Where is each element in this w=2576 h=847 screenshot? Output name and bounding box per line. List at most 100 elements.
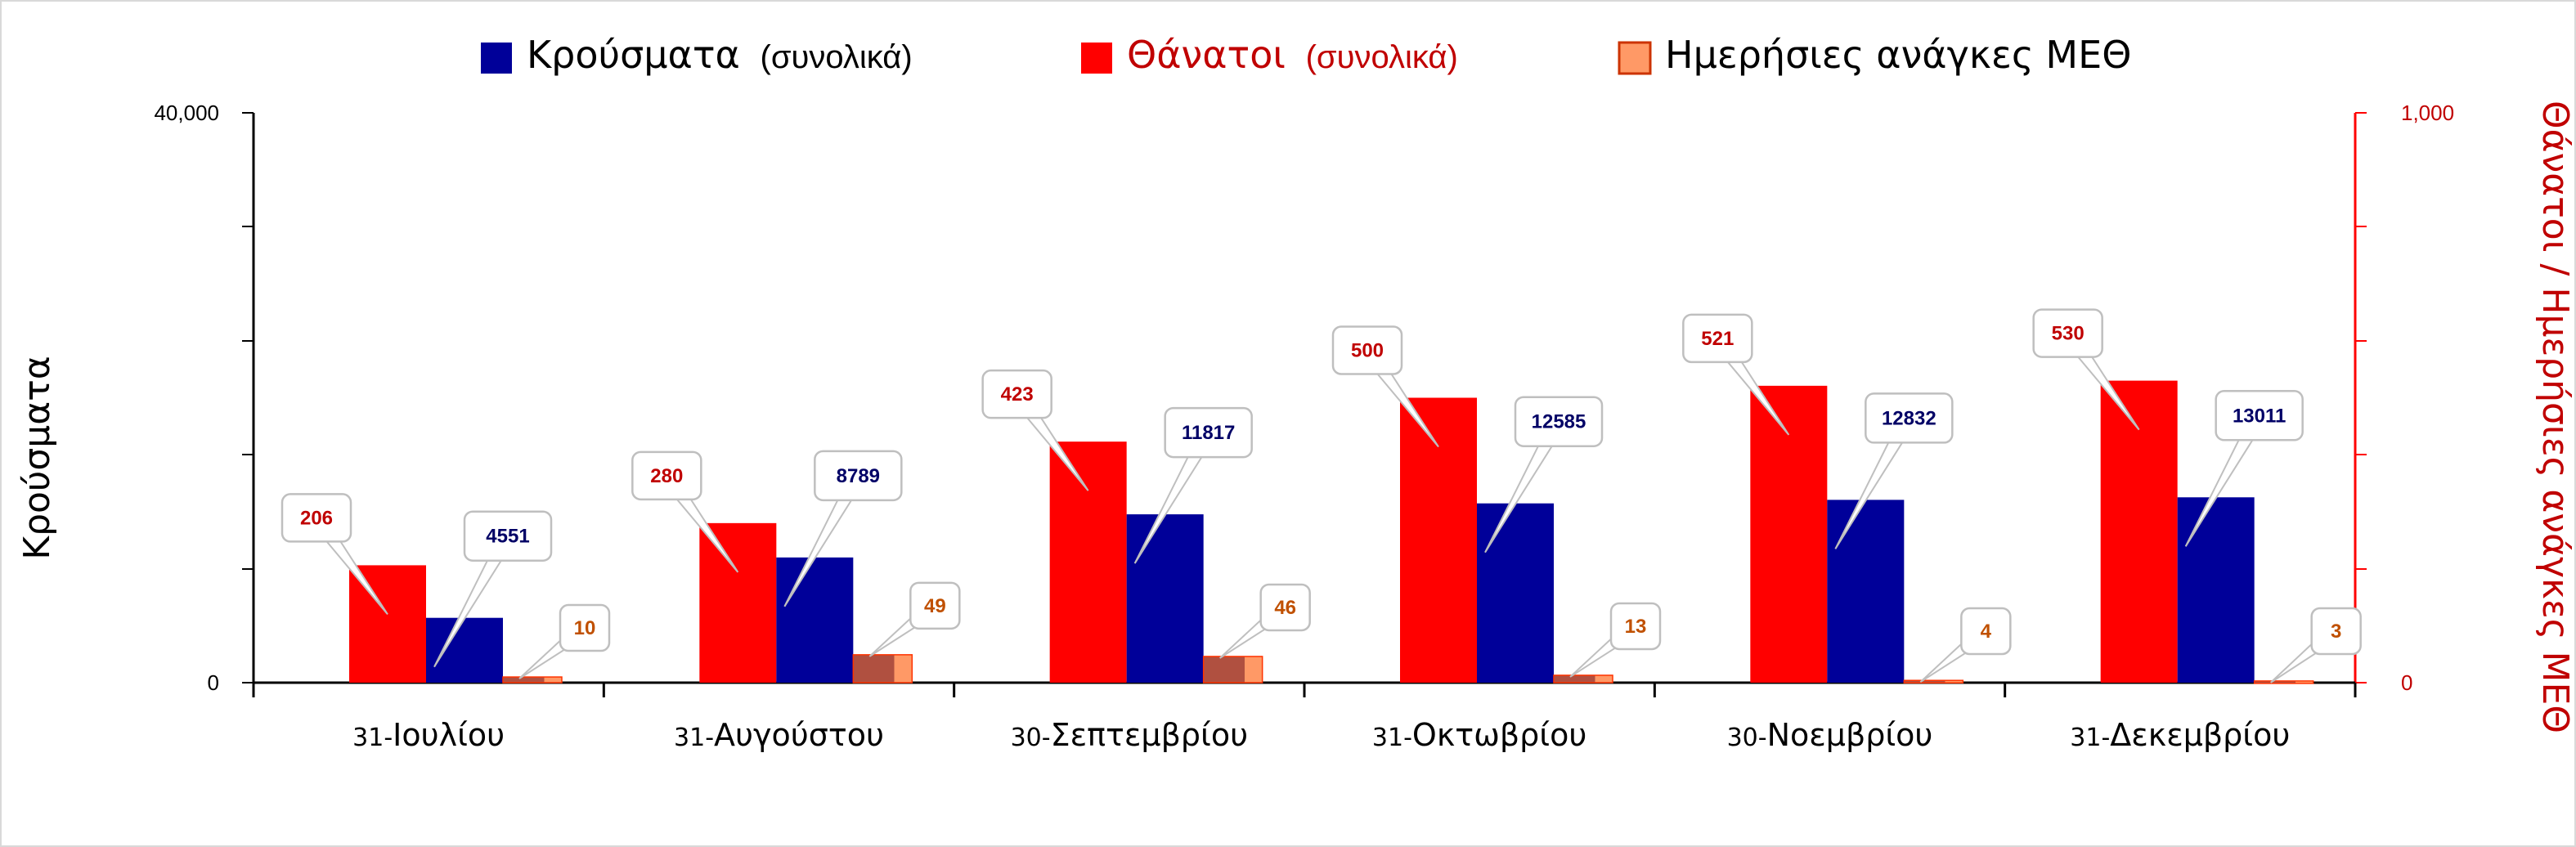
data-label-cases: 12585 bbox=[1484, 396, 1604, 553]
category-ticks bbox=[252, 683, 2357, 697]
data-label-cases-box-inner bbox=[466, 513, 550, 559]
data-label-deaths-text: 521 bbox=[1701, 328, 1734, 350]
legend-swatch-deaths bbox=[1081, 43, 1112, 74]
bar-deaths bbox=[699, 522, 777, 683]
data-label-cases: 12832 bbox=[1834, 392, 1954, 549]
data-label-icu: 49 bbox=[868, 581, 961, 657]
y-tick-label-right-max: 1,000 bbox=[2401, 101, 2454, 125]
y-tick-label-right-zero: 0 bbox=[2401, 670, 2412, 695]
legend-label-cases-name: Κρούσματα bbox=[527, 33, 740, 77]
data-label-icu-text: 4 bbox=[1981, 621, 1992, 643]
bar-cases bbox=[2177, 497, 2255, 683]
bar-deaths bbox=[2100, 380, 2178, 683]
data-label-deaths-text: 423 bbox=[1001, 383, 1034, 406]
category-label-day: 31- bbox=[674, 724, 714, 752]
bar-icu bbox=[852, 654, 913, 683]
data-label-deaths: 530 bbox=[2032, 308, 2140, 431]
category-label-month: Αυγούστου bbox=[714, 717, 884, 753]
data-label-cases: 13011 bbox=[2184, 390, 2304, 547]
data-label-icu-box-inner bbox=[562, 607, 608, 650]
legend-label-deaths-name: Θάνατοι bbox=[1127, 33, 1286, 77]
data-label-deaths-text: 280 bbox=[650, 465, 683, 487]
data-label-cases: 11817 bbox=[1133, 406, 1253, 564]
data-label-cases-text: 12832 bbox=[1882, 407, 1936, 429]
data-label-deaths-box-inner bbox=[1335, 328, 1400, 373]
legend: Κρούσματα (συνολικά) Θάνατοι (συνολικά) … bbox=[481, 33, 2131, 77]
bar-cases bbox=[1126, 514, 1204, 683]
bar-deaths bbox=[1400, 397, 1477, 683]
bar-cases bbox=[1827, 500, 1905, 683]
data-label-icu-text: 10 bbox=[574, 617, 596, 639]
data-label-deaths: 423 bbox=[981, 369, 1089, 491]
category-label-month: Ιουλίου bbox=[393, 717, 505, 753]
data-label-deaths-text: 500 bbox=[1351, 340, 1384, 362]
data-label-deaths: 206 bbox=[280, 493, 388, 616]
data-label-cases-text: 8789 bbox=[837, 465, 880, 487]
category-label-day: 30- bbox=[1727, 724, 1767, 752]
bar-cases bbox=[1477, 503, 1554, 683]
category-label-day: 31- bbox=[352, 724, 393, 752]
category-label-month: Σεπτεμβρίου bbox=[1051, 717, 1249, 753]
data-label-icu-box-inner bbox=[1262, 585, 1308, 629]
data-label-deaths-box-inner bbox=[284, 495, 349, 540]
category-label: 31-Ιουλίου bbox=[352, 717, 505, 753]
data-label-deaths: 521 bbox=[1682, 313, 1790, 436]
y-tick-label-left-zero: 0 bbox=[208, 670, 219, 695]
bar-icu bbox=[1202, 656, 1263, 683]
bar-icu bbox=[1553, 674, 1613, 683]
bar-cases bbox=[776, 557, 854, 683]
data-label-icu-text: 46 bbox=[1274, 597, 1296, 619]
category-label: 31-Αυγούστου bbox=[674, 717, 884, 753]
data-label-cases-text: 12585 bbox=[1532, 411, 1586, 433]
data-label-deaths-box-inner bbox=[634, 453, 700, 498]
y-tick-label-left-max: 40,000 bbox=[154, 101, 219, 125]
data-label-deaths-box-inner bbox=[984, 372, 1050, 417]
data-label-icu: 10 bbox=[518, 603, 611, 679]
legend-swatch-cases bbox=[481, 43, 512, 74]
legend-label-cases: Κρούσματα (συνολικά) bbox=[527, 33, 913, 77]
data-label-icu: 4 bbox=[1919, 607, 2012, 683]
data-label-icu-box-inner bbox=[2313, 610, 2359, 652]
category-label: 30-Σεπτεμβρίου bbox=[1011, 717, 1249, 753]
y-ticks-left: 40,000 0 bbox=[154, 101, 254, 695]
legend-label-deaths: Θάνατοι (συνολικά) bbox=[1127, 33, 1458, 77]
data-label-cases-box-inner bbox=[1517, 398, 1600, 445]
data-label-deaths: 500 bbox=[1331, 325, 1439, 448]
data-label-icu: 13 bbox=[1569, 602, 1662, 678]
data-label-deaths-text: 206 bbox=[300, 507, 333, 529]
category-label-month: Δεκεμβρίου bbox=[2110, 717, 2290, 753]
bar-deaths bbox=[1049, 441, 1127, 683]
data-label-icu: 3 bbox=[2269, 607, 2362, 683]
category-label: 31-Οκτωβρίου bbox=[1372, 717, 1586, 753]
legend-label-icu: Ημερήσιες ανάγκες ΜΕΘ bbox=[1665, 33, 2131, 77]
data-label-callouts: 206 4551 10 280 8789 49 423 11817 46 500 12585 13 52… bbox=[280, 308, 2362, 683]
bar-deaths bbox=[1750, 385, 1828, 683]
data-label-cases-box-inner bbox=[2217, 392, 2301, 439]
category-label-day: 31- bbox=[1372, 724, 1412, 752]
bar-icu bbox=[502, 676, 563, 683]
data-label-icu-box-inner bbox=[912, 584, 958, 627]
bar-cases bbox=[426, 617, 503, 683]
data-label-icu-box-inner bbox=[1963, 610, 2009, 652]
data-label-cases-text: 4551 bbox=[486, 526, 529, 548]
category-label-month: Οκτωβρίου bbox=[1412, 717, 1586, 753]
data-label-deaths-box-inner bbox=[2035, 311, 2101, 356]
category-label-day: 31- bbox=[2070, 724, 2110, 752]
data-label-cases-text: 11817 bbox=[1182, 422, 1235, 444]
data-label-cases-box-inner bbox=[1166, 410, 1250, 456]
data-label-deaths-text: 530 bbox=[2052, 323, 2085, 345]
data-label-cases-text: 13011 bbox=[2233, 405, 2286, 427]
data-label-cases-box-inner bbox=[816, 452, 900, 499]
bar-icu bbox=[2253, 680, 2314, 684]
legend-swatch-icu bbox=[1618, 41, 1652, 75]
data-label-icu-text: 13 bbox=[1625, 616, 1647, 638]
category-labels: 31-Ιουλίου 31-Αυγούστου 30-Σεπτεμβρίου 31-Ο… bbox=[352, 717, 2290, 753]
category-label-day: 30- bbox=[1011, 724, 1051, 752]
y-ticks-right: 1,000 0 bbox=[2355, 101, 2454, 695]
legend-label-deaths-suffix: (συνολικά) bbox=[1306, 39, 1458, 75]
category-label: 30-Νοεμβρίου bbox=[1727, 717, 1933, 753]
category-label-month: Νοεμβρίου bbox=[1767, 717, 1933, 753]
y-axis-label-right: Θάνατοι / Ημερήσιες ανάγκες ΜΕΘ bbox=[2534, 101, 2576, 733]
data-label-icu: 46 bbox=[1218, 583, 1311, 659]
